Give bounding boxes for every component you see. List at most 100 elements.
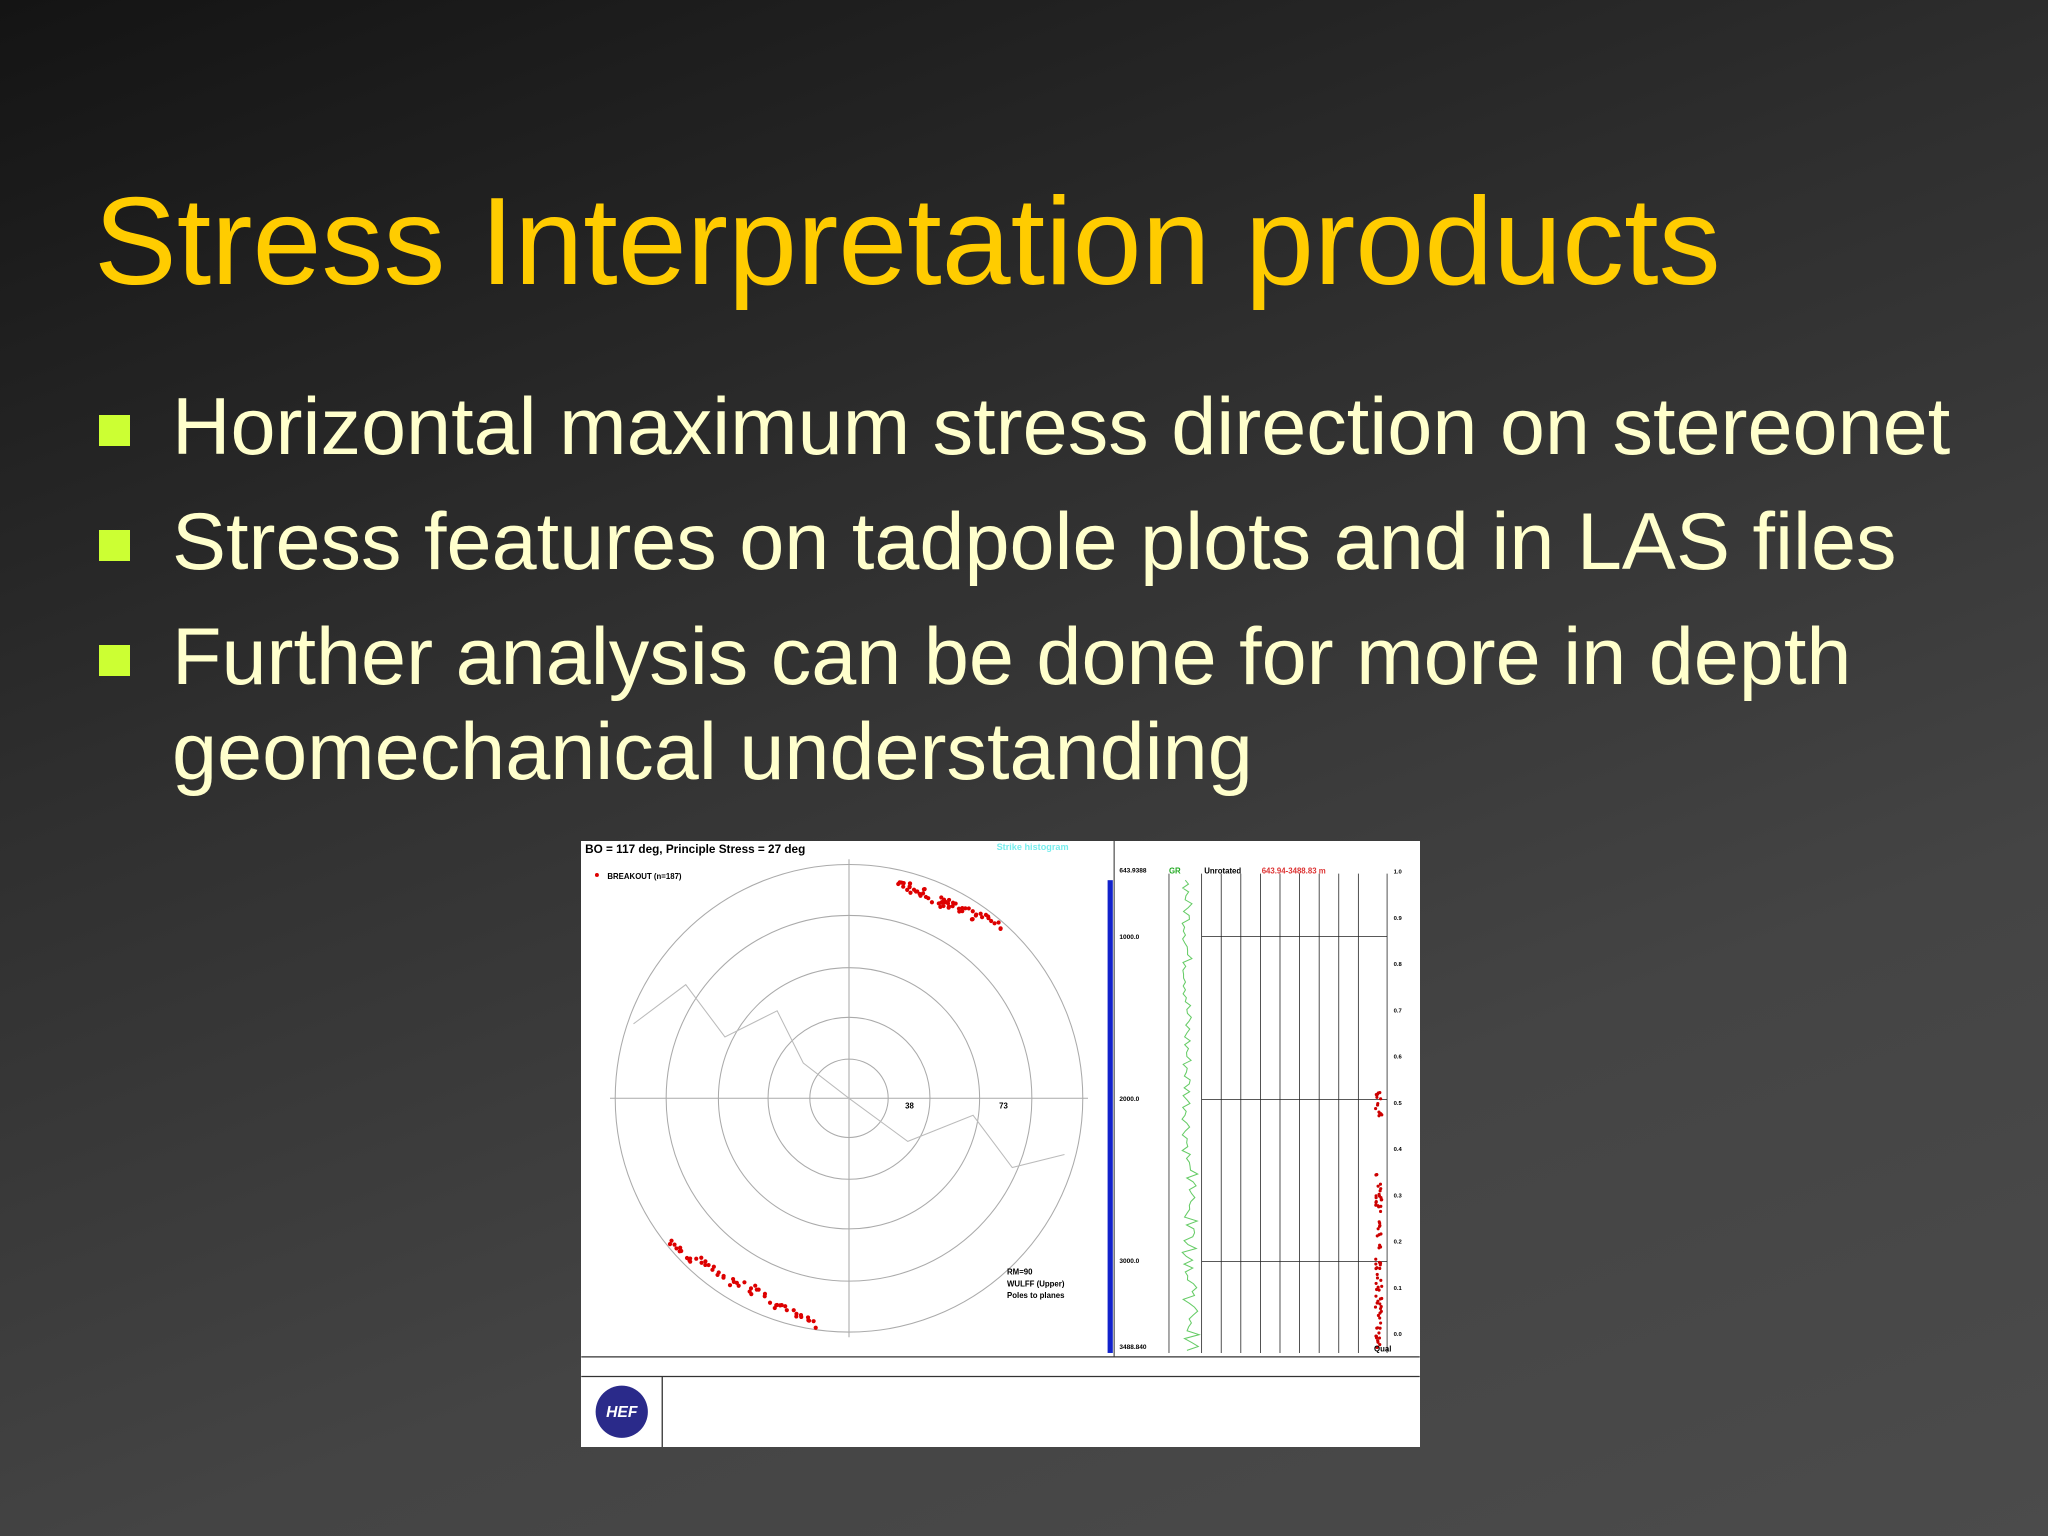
quality-point (1379, 1232, 1383, 1236)
pole (970, 917, 975, 922)
pole (950, 900, 956, 905)
bullet-text: Horizontal maximum stress direction on s… (172, 382, 1951, 472)
pole (699, 1255, 704, 1260)
pole (736, 1283, 741, 1288)
pole (694, 1256, 699, 1261)
quality-point (1374, 1262, 1378, 1266)
pole (983, 912, 989, 917)
quality-point (1378, 1307, 1383, 1311)
pole (774, 1302, 780, 1308)
pole (989, 918, 994, 924)
quality-point (1377, 1192, 1381, 1196)
depth-label: 1000.0 (1119, 934, 1139, 941)
pole (813, 1325, 818, 1330)
projection-label: RM=90 (1007, 1268, 1033, 1277)
quality-point (1378, 1297, 1382, 1301)
quality-point (1378, 1326, 1382, 1330)
pole (963, 906, 968, 911)
gr-curve (1181, 879, 1201, 1351)
pole (923, 894, 929, 900)
pole (896, 881, 901, 887)
pole (756, 1287, 761, 1292)
bullet-text: Stress features on tadpole plots and in … (172, 497, 1897, 587)
pole (929, 900, 935, 905)
logo-text: HEF (606, 1404, 638, 1421)
pole (748, 1286, 754, 1291)
projection-label: Poles to planes (1007, 1291, 1065, 1300)
quality-tick-label: 0.4 (1394, 1147, 1403, 1153)
pole (727, 1283, 733, 1288)
quality-point (1375, 1093, 1379, 1097)
quality-point (1380, 1113, 1384, 1117)
quality-point (1375, 1326, 1379, 1330)
pole (710, 1267, 715, 1272)
pole (970, 909, 975, 914)
projection-label: WULFF (Upper) (1007, 1279, 1065, 1288)
pole (794, 1311, 799, 1316)
quality-point (1375, 1095, 1379, 1099)
pole (772, 1305, 777, 1311)
stereonet (609, 859, 1089, 1338)
quality-point (1378, 1266, 1382, 1271)
curve-label: GR (1169, 867, 1181, 876)
pole (950, 904, 955, 909)
pole (731, 1279, 736, 1284)
bullet-marker (99, 530, 130, 561)
pole (674, 1246, 679, 1251)
quality-point (1374, 1257, 1378, 1261)
pole (721, 1273, 726, 1279)
quality-point (1377, 1336, 1382, 1340)
quality-tick-label: 0.5 (1394, 1101, 1403, 1107)
pole (706, 1262, 711, 1268)
quality-point (1377, 1288, 1381, 1292)
quality-point (1374, 1199, 1378, 1204)
pole (699, 1260, 704, 1265)
histogram-label: Strike histogram (997, 842, 1069, 852)
pole (811, 1319, 816, 1324)
pole (783, 1304, 788, 1309)
stereonet-figure: BO = 117 deg, Principle Stress = 27 deg … (581, 841, 1420, 1447)
pole (941, 903, 946, 909)
pole (688, 1259, 693, 1264)
pole (716, 1270, 721, 1275)
pole (911, 887, 917, 892)
quality-tick-label: 0.2 (1394, 1240, 1403, 1246)
pole (672, 1242, 677, 1247)
quality-tick-label: 1.0 (1394, 870, 1403, 876)
pole (767, 1300, 773, 1305)
breakout-poles (667, 880, 1003, 1330)
quality-point (1379, 1321, 1383, 1325)
pole (918, 893, 923, 898)
ring-label: 38 (905, 1102, 914, 1111)
quality-point (1375, 1301, 1379, 1305)
pole (966, 906, 971, 911)
depth-label: 2000.0 (1119, 1096, 1139, 1103)
quality-point (1378, 1261, 1383, 1265)
bullet-text: geomechanical understanding (172, 707, 1253, 797)
quality-label: Qual (1374, 1345, 1391, 1354)
quality-point (1379, 1309, 1383, 1313)
track-label: Unrotated (1204, 867, 1241, 876)
quality-point (1375, 1173, 1379, 1177)
quality-point (1378, 1209, 1383, 1214)
pole (779, 1302, 784, 1308)
quality-point (1374, 1336, 1379, 1340)
pole (678, 1245, 683, 1250)
depth-label: 3000.0 (1119, 1258, 1139, 1265)
pole (907, 884, 912, 889)
quality-point (1375, 1345, 1379, 1350)
slide-title: Stress Interpretation products (94, 173, 1721, 311)
pole (901, 884, 906, 889)
bullet-text: Further analysis can be done for more in… (172, 612, 1852, 702)
quality-point (1374, 1107, 1378, 1111)
pole (946, 904, 952, 909)
quality-point (1375, 1276, 1380, 1280)
quality-tick-label: 0.9 (1394, 916, 1403, 922)
quality-tick-label: 0.3 (1394, 1193, 1403, 1199)
quality-point (1374, 1194, 1378, 1198)
pole (973, 913, 978, 918)
pole (747, 1289, 752, 1294)
pole (939, 895, 944, 900)
pole (998, 926, 1003, 931)
track-range: 643.94-3488.83 m (1262, 867, 1326, 876)
